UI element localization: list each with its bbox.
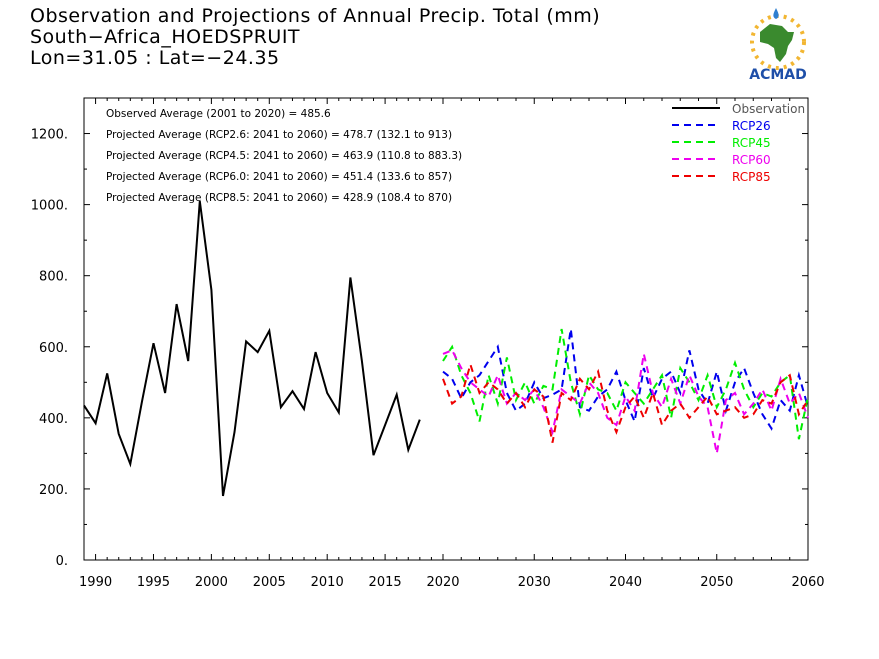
acmad-logo: ACMAD [738, 6, 818, 83]
africa-shape [760, 24, 794, 62]
axes: 0. 200. 400. 600. 800. 1000. 1200. 1990 1995 2000… [31, 97, 825, 590]
legend-label-rcp26: RCP26 [732, 119, 771, 133]
y-tick-label: 1000. [31, 199, 68, 214]
africa-map-logo-icon: ACMAD [749, 8, 807, 83]
y-tick-label: 400. [39, 412, 68, 427]
x-tick-label: 2040 [609, 575, 642, 590]
y-tick-label: 800. [39, 270, 68, 285]
x-tick-label: 2010 [311, 575, 344, 590]
x-tick-label: 1995 [137, 575, 170, 590]
stat-annotation: Projected Average (RCP8.5: 2041 to 2060)… [106, 192, 452, 204]
chart-title-block: Observation and Projections of Annual Pr… [30, 6, 600, 69]
x-tick-label: 1990 [79, 575, 112, 590]
x-tick-label: 2015 [369, 575, 402, 590]
x-tick-label: 2005 [253, 575, 286, 590]
water-drop-icon [773, 8, 779, 19]
y-tick-label: 1200. [31, 128, 68, 143]
y-tick-label: 200. [39, 483, 68, 498]
stat-annotation: Projected Average (RCP4.5: 2041 to 2060)… [106, 150, 462, 162]
legend-label-rcp85: RCP85 [732, 170, 771, 184]
legend-label-observation: Observation [732, 102, 805, 116]
x-tick-label: 2030 [518, 575, 551, 590]
x-tick-label: 2000 [195, 575, 228, 590]
legend-label-rcp45: RCP45 [732, 136, 771, 150]
station-coordinates: Lon=31.05 : Lat=−24.35 [30, 47, 280, 69]
x-tick-label: 2050 [700, 575, 733, 590]
stat-annotation: Projected Average (RCP6.0: 2041 to 2060)… [106, 171, 452, 183]
series-line-observation [83, 200, 421, 497]
series-line-rcp60 [442, 349, 809, 454]
chart-title: Observation and Projections of Annual Pr… [30, 5, 601, 27]
y-tick-label: 0. [56, 554, 68, 569]
legend: Observation RCP26 RCP45 RCP60 RCP85 [672, 102, 805, 184]
logo-text: ACMAD [749, 67, 807, 82]
x-tick-label: 2020 [426, 575, 459, 590]
plot-frame [83, 97, 809, 561]
x-tick-label: 2060 [791, 575, 824, 590]
series-line-rcp85 [442, 361, 809, 443]
y-tick-label: 600. [39, 341, 68, 356]
stat-annotation: Projected Average (RCP2.6: 2041 to 2060)… [106, 129, 452, 141]
legend-label-rcp60: RCP60 [732, 153, 771, 167]
station-name: South−Africa_HOEDSPRUIT [30, 26, 301, 48]
annotations: Observed Average (2001 to 2020) = 485.6 P… [106, 108, 462, 204]
series-layer [83, 200, 809, 497]
stat-annotation: Observed Average (2001 to 2020) = 485.6 [106, 108, 331, 120]
